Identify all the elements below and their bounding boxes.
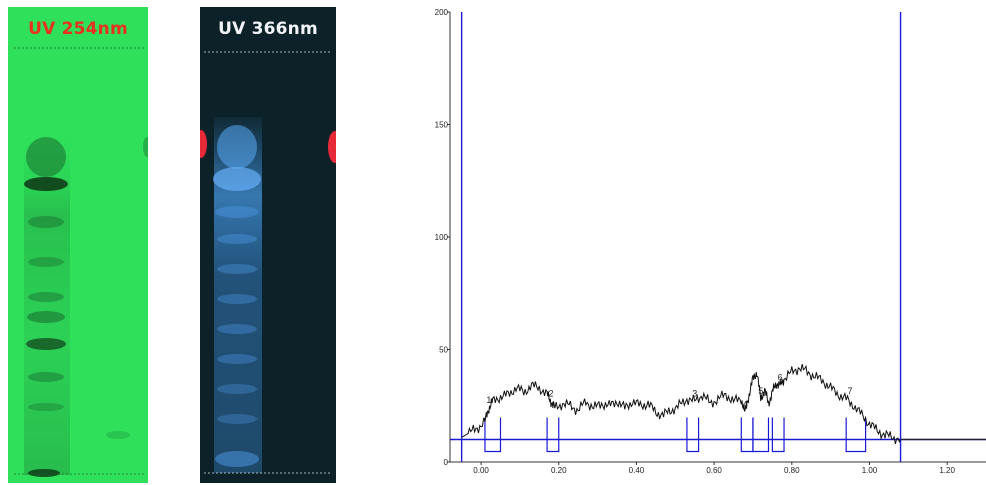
peak-number-label: 3: [692, 388, 697, 398]
peak-number-label: 6: [778, 373, 783, 383]
peak-bracket: [845, 417, 867, 453]
peak-number-label: 1: [486, 395, 491, 405]
y-tick-label: 200: [435, 8, 449, 17]
uv254-label: UV 254nm: [28, 19, 128, 39]
x-tick-label: 0.80: [784, 466, 800, 475]
peak-bracket: [686, 417, 700, 453]
peak-bracket: [546, 417, 560, 453]
y-tick-label: 50: [439, 346, 448, 355]
x-tick-label: 0.60: [706, 466, 722, 475]
y-tick-label: 150: [435, 121, 449, 130]
peak-bracket: [484, 417, 502, 453]
uv366-label: UV 366nm: [218, 19, 318, 39]
y-tick-label: 0: [444, 458, 449, 467]
peak-number-label: 7: [848, 386, 853, 396]
densitogram-chart: 0 50 100 150 200 0.00 0.20 0.40 0.60 0.80 1.00 1.20…: [380, 0, 986, 485]
x-tick-label: 0.20: [551, 466, 567, 475]
tick-labels: 0 50 100 150 200 0.00 0.20 0.40 0.60 0.80 1.00 1.20: [435, 8, 956, 475]
peak-labels: 1 2 3 45 6 7: [486, 373, 852, 410]
peak-markers: [460, 12, 902, 462]
x-tick-label: 1.20: [939, 466, 955, 475]
uv366-plate-image: [200, 7, 336, 483]
peak-number-label: 2: [548, 388, 553, 398]
peak-bracket: [752, 417, 770, 453]
uv254-plate-image: [8, 7, 148, 483]
densitometry-trace: [461, 363, 902, 445]
densitogram-svg: 0 50 100 150 200 0.00 0.20 0.40 0.60 0.80 1.00 1.20…: [435, 8, 986, 475]
peak-number-label: 4: [743, 400, 748, 410]
x-tick-label: 0.00: [473, 466, 489, 475]
peak-bracket: [740, 417, 754, 453]
x-tick-label: 1.00: [862, 466, 878, 475]
uv254-plate: UV 254nm: [8, 7, 148, 483]
peak-bracket: [771, 417, 785, 453]
uv366-plate: UV 366nm: [200, 7, 336, 483]
y-tick-label: 100: [435, 233, 449, 242]
x-tick-label: 0.40: [629, 466, 645, 475]
trace: [461, 363, 902, 445]
peak-number-label: 5: [758, 386, 763, 396]
